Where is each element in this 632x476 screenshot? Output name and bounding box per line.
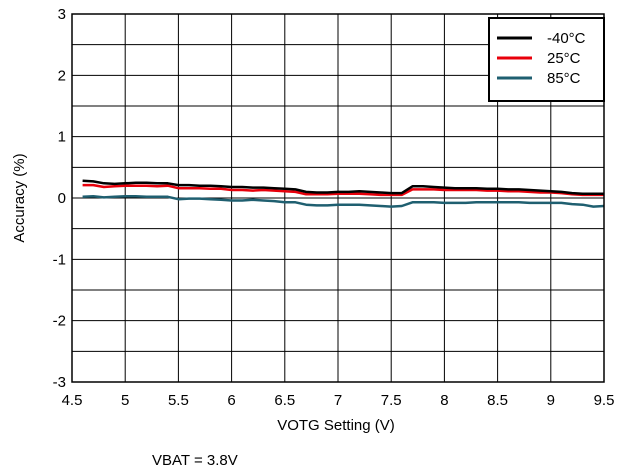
legend-label: -40°C: [547, 30, 586, 47]
legend-label: 25°C: [547, 50, 581, 67]
x-tick-labels: 4.5 5 5.5 6 6.5 7 7.5 8 8.5 9 9.5: [62, 392, 615, 409]
x-tick-label: 9.5: [594, 392, 615, 409]
y-tick-label: -3: [53, 374, 66, 391]
x-tick-label: 7.5: [381, 392, 402, 409]
series-line-3: [82, 194, 605, 208]
y-tick-label: 3: [58, 6, 66, 23]
x-tick-label: 8: [440, 392, 448, 409]
y-tick-label: -1: [53, 251, 66, 268]
x-tick-label: 9: [547, 392, 555, 409]
x-tick-label: 5.5: [168, 392, 189, 409]
legend: -40°C 25°C 85°C: [488, 17, 605, 102]
y-tick-label: -2: [53, 313, 66, 330]
x-tick-label: 7: [334, 392, 342, 409]
x-tick-label: 6: [227, 392, 235, 409]
y-tick-label: 2: [58, 67, 66, 84]
y-tick-labels: 3 2 1 0 -1 -2 -3: [53, 6, 66, 391]
x-tick-label: 8.5: [487, 392, 508, 409]
series-lines: [82, 179, 605, 208]
series-line-2: [82, 183, 604, 197]
y-axis-label: Accuracy (%): [11, 153, 28, 242]
legend-label: 85°C: [547, 70, 581, 87]
y-tick-label: 1: [58, 129, 66, 146]
x-tick-label: 4.5: [62, 392, 83, 409]
x-tick-label: 5: [121, 392, 129, 409]
plot-frame: [71, 13, 605, 383]
grid: [72, 14, 604, 382]
x-axis-label: VOTG Setting (V): [277, 417, 395, 434]
condition-note: VBAT = 3.8V: [152, 452, 238, 469]
y-tick-label: 0: [58, 190, 66, 207]
x-tick-label: 6.5: [274, 392, 295, 409]
series-line-1: [82, 179, 604, 195]
